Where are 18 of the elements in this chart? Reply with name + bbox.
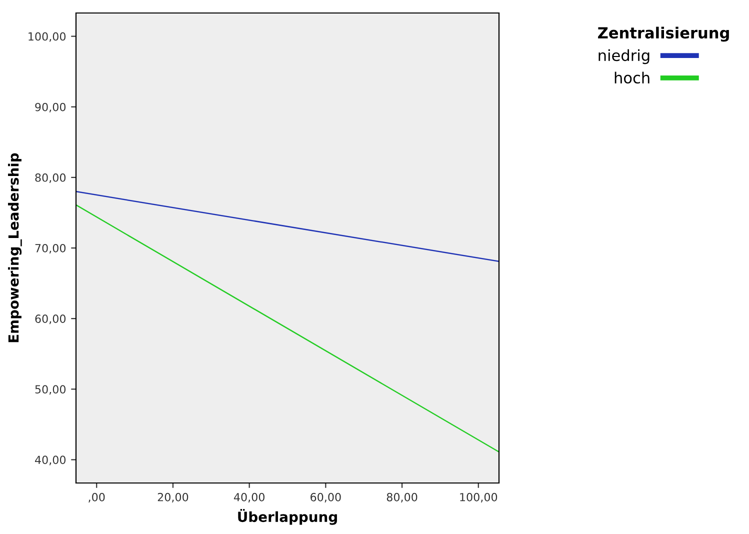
- x-tick-label: 20,00: [158, 492, 188, 502]
- y-tick-label: 70,00: [35, 244, 66, 254]
- y-tick-label: 80,00: [35, 173, 66, 183]
- x-tick-label: ,00: [88, 492, 105, 502]
- y-tick-label: 40,00: [35, 456, 66, 466]
- x-tick-label: 60,00: [310, 492, 341, 502]
- legend-label: hoch: [614, 72, 650, 84]
- x-tick-label: 100,00: [460, 492, 498, 502]
- y-tick-label: 100,00: [28, 32, 66, 42]
- legend-label: niedrig: [598, 49, 650, 64]
- x-tick-label: 80,00: [386, 492, 418, 502]
- y-tick-label: 50,00: [35, 385, 66, 395]
- y-tick-label: 60,00: [35, 314, 66, 324]
- y-tick-label: 90,00: [35, 102, 66, 112]
- x-tick-label: 40,00: [234, 492, 264, 502]
- x-axis-title: Überlappung: [238, 509, 337, 525]
- legend-title: Zentralisierung: [598, 26, 729, 42]
- y-axis-title: Empowering_Leadership: [8, 153, 22, 342]
